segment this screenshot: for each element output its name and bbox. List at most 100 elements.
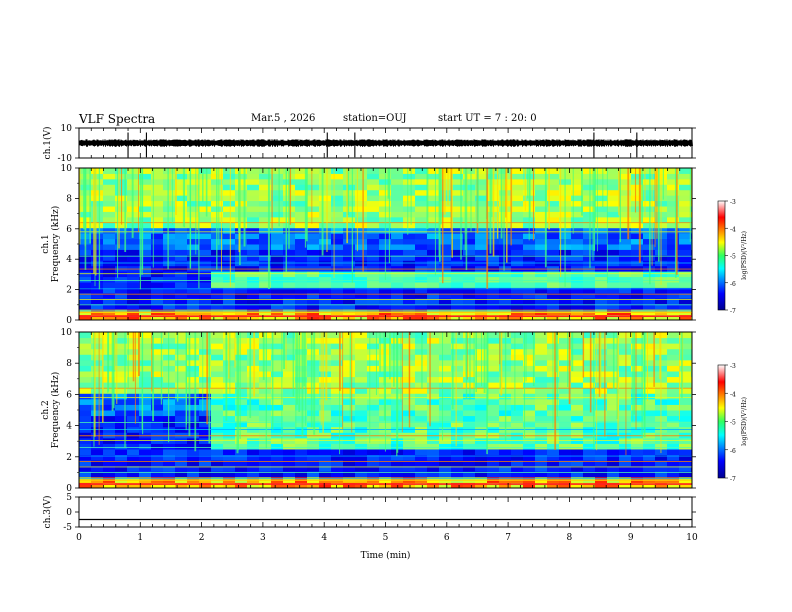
spectrogram-cell [511, 482, 524, 488]
spectrogram-cell [247, 227, 260, 234]
spectrogram-cell [619, 382, 632, 389]
spectrogram-cell [235, 348, 248, 355]
spectrogram-cell [619, 482, 632, 488]
spectrogram-cell [139, 216, 152, 223]
spectrogram-cell [103, 449, 116, 456]
date-label: Mar.5 , 2026 [251, 113, 316, 124]
spectrogram-cell [475, 298, 488, 305]
spectrogram-cell [415, 443, 428, 450]
spectrogram-cell [319, 365, 332, 372]
spectrogram-cell [607, 244, 620, 250]
spectrogram-cell [667, 371, 680, 378]
spectrogram-cell [667, 365, 680, 372]
spectrogram-cell [427, 454, 440, 461]
spectrogram-cell [607, 216, 620, 223]
spectrogram-cell [439, 292, 452, 299]
spectrogram-cell [463, 354, 476, 361]
spectrogram-cell [691, 332, 692, 339]
spectrogram-cell [451, 421, 464, 428]
spectrogram-cell [499, 238, 512, 245]
spectrogram-cell [427, 233, 440, 240]
spectrogram-cell [691, 365, 692, 372]
spectrogram-cell [211, 482, 224, 488]
spectrogram-cell [439, 437, 452, 444]
spectrogram-cell [535, 359, 548, 366]
colorbar-tick-label: -4 [730, 391, 736, 398]
spectrogram-cell [631, 404, 644, 411]
spectrogram-cell [271, 398, 284, 405]
spectrogram-cell [271, 314, 284, 320]
spectrogram-cell [415, 276, 428, 283]
spectrogram-cell [619, 292, 632, 299]
spectrogram-cell [223, 398, 236, 405]
spectrogram-cell [667, 200, 680, 207]
spectrogram-cell [475, 227, 488, 234]
spectrogram-cell [103, 437, 116, 444]
spectrogram-cell [571, 178, 584, 185]
spectrogram-cell [667, 460, 680, 467]
spectrogram-cell [175, 460, 188, 467]
spectrogram-cell [319, 249, 332, 256]
spectrogram-cell [259, 359, 272, 366]
spectrogram-cell [271, 410, 284, 417]
spectrogram-cell [427, 404, 440, 411]
spectrogram-cell [679, 168, 692, 174]
spectrogram-cell [511, 471, 524, 478]
spectrogram-cell [595, 244, 608, 250]
spectrogram-cell [355, 393, 368, 400]
spectrogram-cell [91, 393, 104, 400]
spectrogram-cell [643, 359, 656, 366]
spectrogram-cell [91, 216, 104, 223]
spectrogram-cell [487, 465, 500, 472]
spectrogram-cell [79, 415, 92, 422]
spectrogram-cell [499, 168, 512, 174]
spectrogram-cell [163, 443, 176, 450]
spectrogram-cell [343, 343, 356, 350]
spectrogram-cell [463, 343, 476, 350]
spectrogram-cell [403, 454, 416, 461]
spectrogram-cell [91, 421, 104, 428]
spectrogram-cell [451, 206, 464, 212]
spectrogram-cell [139, 244, 152, 250]
spectrogram-cell [667, 314, 680, 320]
spectrogram-cell [259, 393, 272, 400]
spectrogram-cell [199, 173, 212, 180]
spectrogram-cell [271, 343, 284, 350]
spectrogram-cell [331, 292, 344, 299]
spectrogram-cell [271, 200, 284, 207]
spectrogram-cell [103, 314, 116, 320]
spectrogram-cell [115, 410, 128, 417]
spectrogram-cell [547, 449, 560, 456]
spectrogram-cell [79, 314, 92, 320]
spectrogram-cell [679, 449, 692, 456]
spectrogram-cell [391, 189, 404, 196]
spectrogram-cell [619, 460, 632, 467]
spectrogram-cell [439, 287, 452, 294]
spectrogram-cell [367, 382, 380, 389]
spectrogram-cell [511, 387, 524, 394]
spectrogram-cell [91, 371, 104, 378]
spectrogram-cell [535, 178, 548, 185]
spectrogram-cell [199, 227, 212, 234]
spectrogram-cell [103, 189, 116, 196]
spectrogram-cell [163, 222, 176, 229]
spectrogram-cell [247, 314, 260, 320]
spectrogram-cell [379, 303, 392, 310]
spectrogram-cell [679, 282, 692, 288]
spectrogram-cell [475, 482, 488, 488]
spectrogram-cell [283, 332, 296, 339]
spectrogram-cell [331, 238, 344, 245]
spectrogram-cell [295, 454, 308, 461]
spectrogram-cell [511, 337, 524, 344]
spectrogram-cell [199, 359, 212, 366]
spectrogram-cell [343, 454, 356, 461]
spectrogram-cell [343, 195, 356, 202]
spectrogram-cell [367, 465, 380, 472]
spectrogram-cell [391, 276, 404, 283]
y-axis-label: ch.2Frequency (kHz) [41, 372, 61, 449]
spectrogram-cell [535, 387, 548, 394]
spectrogram-cell [103, 238, 116, 245]
spectrogram-cell [343, 443, 356, 450]
spectrogram-cell [595, 222, 608, 229]
spectrogram-cell [259, 303, 272, 310]
